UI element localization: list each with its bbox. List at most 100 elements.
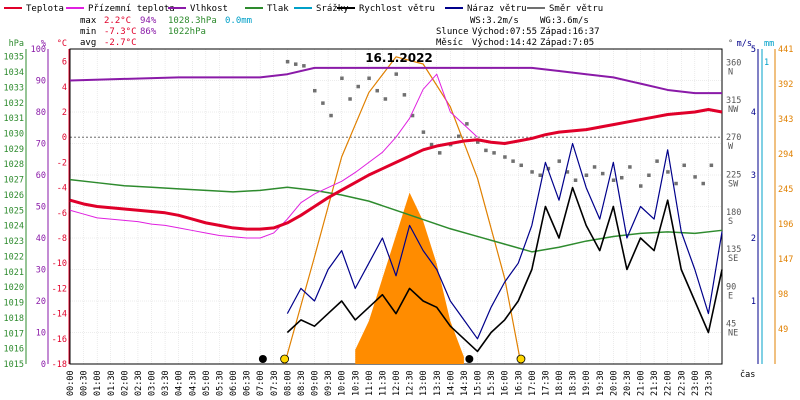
wind-dir-point [538, 173, 542, 177]
tick-compass-0: N [728, 68, 733, 78]
tick-x-27: 13:30 [433, 370, 443, 396]
tick-hpa-3: 1032 [4, 99, 24, 109]
sunrise-marker [280, 354, 290, 364]
tick-dir-1: 315 [726, 96, 741, 106]
stats-avg-label: avg [80, 38, 96, 48]
moonrise-marker [465, 355, 474, 363]
legend-label-1: Přízemní teplota [88, 4, 175, 14]
sunset-marker [516, 354, 526, 364]
legend-label-7: Směr větru [549, 4, 603, 14]
tick-x-44: 22:00 [664, 370, 674, 396]
tick-dir-0: 360 [726, 59, 741, 69]
axis-title-pct: % [41, 39, 46, 49]
wind-dir-point [584, 173, 589, 177]
legend-label-2: Vlhkost [190, 4, 228, 14]
tick-hpa-8: 1027 [4, 176, 24, 186]
tick-pct-7: 30 [36, 266, 46, 276]
axis-title-dir: ° [728, 39, 733, 49]
sun-label: Slunce [436, 27, 469, 37]
tick-x-0: 00:00 [66, 370, 76, 396]
tick-x-34: 17:00 [528, 370, 538, 396]
tick-wm2-0: 441 [778, 45, 793, 55]
tick-compass-2: W [728, 142, 734, 152]
wind-dir-point [592, 165, 597, 169]
axis-title-ms: m/s [737, 39, 752, 49]
tick-dir-4: 180 [726, 208, 741, 218]
tick-hpa-1: 1034 [4, 68, 24, 78]
tick-temp-4: -2 [57, 158, 67, 168]
tick-x-41: 20:30 [623, 370, 633, 396]
wind-dir-point [394, 72, 398, 76]
legend: Teplota Přízemní teplota Vlhkost Tlak Srážky… [4, 4, 603, 14]
sun-rise: Východ:07:55 [472, 27, 537, 37]
tick-x-47: 23:30 [704, 370, 714, 396]
wind-dir-point [492, 151, 496, 155]
stats-max-temp: 2.2°C [104, 16, 131, 26]
series-sun-curve [284, 56, 522, 365]
tick-x-6: 03:00 [148, 370, 158, 396]
wind-dir-point [655, 159, 659, 163]
legend-label-5: Rychlost větru [359, 4, 435, 14]
tick-x-37: 18:30 [569, 370, 579, 396]
tick-x-10: 05:00 [202, 370, 212, 396]
tick-hpa-2: 1033 [4, 83, 24, 93]
tick-temp-8: -10 [52, 259, 67, 269]
tick-x-43: 21:30 [650, 370, 660, 396]
wind-dir-point [340, 76, 344, 81]
tick-x-8: 04:00 [175, 370, 185, 396]
tick-hpa-5: 1030 [4, 130, 24, 140]
tick-x-32: 16:00 [501, 370, 511, 396]
wind-dir-point [356, 84, 360, 89]
stats-max-rain: 0.0mm [225, 16, 252, 26]
wind-dir-point [693, 175, 697, 179]
wind-dir-point [484, 148, 488, 153]
stats-avg-temp: -2.7°C [104, 38, 137, 48]
legend-label-6: Náraz větru [467, 4, 527, 14]
wind-dir-point [639, 184, 643, 188]
tick-temp-9: -12 [52, 284, 67, 294]
wind-dir-point [674, 181, 678, 186]
wind-dir-point [348, 97, 352, 101]
wind-dir-point [313, 88, 317, 93]
tick-hpa-9: 1026 [4, 191, 24, 201]
tick-x-38: 19:00 [582, 370, 592, 396]
tick-pct-5: 50 [36, 203, 46, 213]
tick-x-2: 01:00 [93, 370, 103, 396]
wind-dir-point [709, 163, 714, 168]
wind-dir-point [329, 113, 333, 118]
wind-dir-point [421, 130, 426, 134]
tick-compass-3: SW [728, 179, 739, 189]
wind-dir-point [546, 166, 551, 171]
wind-wg: WG:3.6m/s [540, 16, 589, 26]
tick-dir-6: 90 [726, 282, 736, 292]
tick-hpa-18: 1017 [4, 329, 24, 339]
wind-dir-point [476, 140, 480, 144]
wind-dir-point [383, 97, 388, 101]
stats-min-label: min [80, 27, 96, 37]
tick-x-26: 13:00 [419, 370, 429, 396]
tick-pct-10: 0 [41, 360, 46, 370]
tick-temp-10: -14 [52, 310, 67, 320]
tick-wm2-8: 49 [778, 325, 788, 335]
chart-title: 16.1.2022 [365, 51, 433, 65]
wind-dir-point [701, 181, 705, 186]
series-humidity [69, 66, 722, 95]
wind-dir-point [293, 62, 298, 66]
wind-dir-point [375, 88, 379, 93]
tick-temp-12: -18 [52, 360, 67, 370]
tick-ms-4: 1 [751, 297, 756, 307]
stats-min-hum: 86% [140, 27, 157, 37]
tick-x-31: 15:30 [487, 370, 497, 396]
tick-pct-6: 40 [36, 234, 46, 244]
tick-x-5: 02:30 [134, 370, 144, 396]
tick-x-46: 23:00 [691, 370, 701, 396]
wind-dir-point [647, 173, 651, 177]
tick-compass-4: S [728, 217, 733, 227]
wind-dir-point [619, 175, 624, 180]
tick-x-12: 06:00 [229, 370, 239, 396]
tick-wm2-6: 147 [778, 255, 793, 265]
tick-x-20: 10:00 [338, 370, 348, 396]
tick-mm-0: 1 [764, 58, 769, 68]
tick-pct-1: 90 [36, 77, 46, 87]
